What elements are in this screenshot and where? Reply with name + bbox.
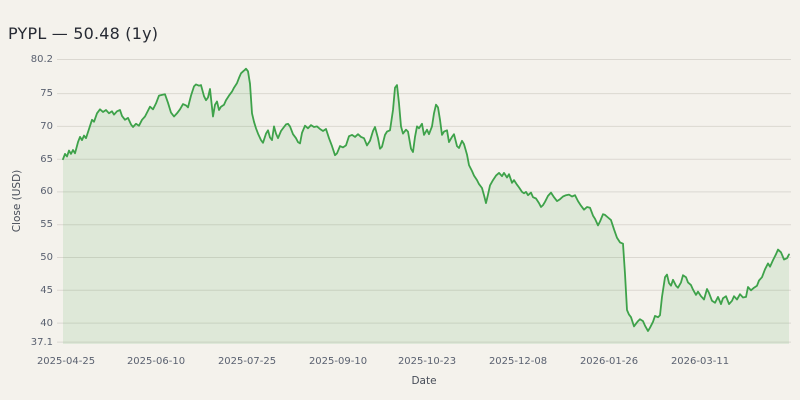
x-tick-label: 2025-04-25 <box>36 356 96 367</box>
gridlines <box>57 59 791 343</box>
y-tick-label: 60 <box>40 186 53 198</box>
x-tick-label: 2025-10-23 <box>397 356 457 367</box>
close-series-area-fill <box>63 68 789 344</box>
y-tick-label: 45 <box>40 284 53 296</box>
x-tick-label: 2025-06-10 <box>126 356 186 367</box>
y-tick-label: 40 <box>40 317 53 329</box>
y-tick-label: 55 <box>40 219 53 231</box>
x-tick-label: 2025-07-25 <box>217 356 277 367</box>
chart-title: PYPL — 50.48 (1y) <box>8 24 159 43</box>
close-series-line <box>62 67 790 332</box>
x-tick-label: 2025-09-10 <box>308 356 368 367</box>
x-tick-label: 2026-01-26 <box>579 356 639 367</box>
y-tick-label: 80.2 <box>30 54 53 65</box>
y-tick-label: 75 <box>40 88 53 100</box>
y-tick-label: 65 <box>40 153 53 165</box>
y-tick-label: 37.1 <box>30 336 53 348</box>
x-tick-label: 2026-03-11 <box>670 356 730 367</box>
x-tick-label: 2025-12-08 <box>488 356 548 367</box>
x-axis-title: Date <box>411 375 437 387</box>
y-axis-title: Close (USD) <box>11 169 23 233</box>
y-tick-label: 50 <box>40 252 53 264</box>
y-tick-label: 70 <box>40 120 53 132</box>
